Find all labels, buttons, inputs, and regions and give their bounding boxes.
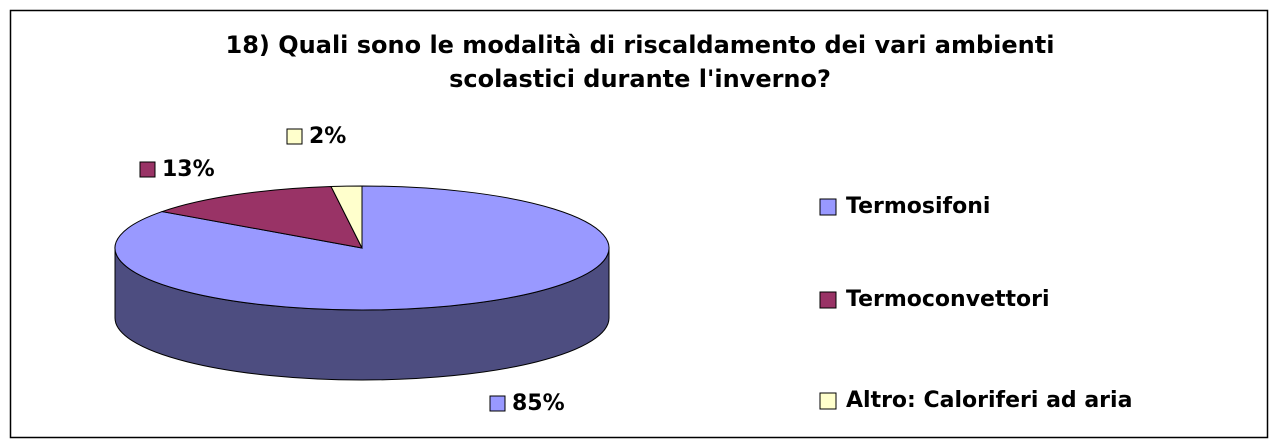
legend-label: Termoconvettori xyxy=(846,287,1050,312)
data-label: 13% xyxy=(162,157,215,182)
pie-slice xyxy=(114,185,610,311)
legend-key xyxy=(819,198,837,216)
pie-slice xyxy=(330,185,363,249)
legend-key xyxy=(819,291,837,309)
pie-slice xyxy=(160,185,363,249)
chart-title: 18) Quali sono le modalità di riscaldame… xyxy=(225,31,1055,93)
data-label-key xyxy=(489,395,506,412)
data-label: 2% xyxy=(309,124,346,149)
data-label-key xyxy=(286,128,303,145)
legend-key xyxy=(819,392,837,410)
data-label: 85% xyxy=(512,391,565,416)
legend-label: Termosifoni xyxy=(846,194,990,219)
data-label-key xyxy=(139,161,156,178)
legend-label: Altro: Caloriferi ad aria xyxy=(846,388,1132,413)
